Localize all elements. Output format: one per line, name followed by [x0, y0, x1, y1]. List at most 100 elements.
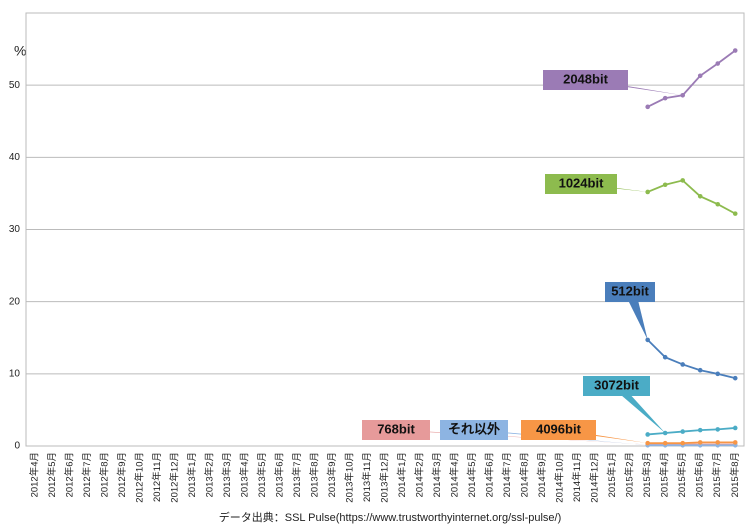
x-tick-label: 2013年10月 [343, 452, 355, 503]
legend-label: 1024bit [559, 175, 604, 190]
x-tick-label: 2013年6月 [273, 452, 285, 497]
x-tick-label: 2014年1月 [396, 452, 408, 497]
y-tick-label: 50 [9, 80, 21, 91]
callout-box [545, 174, 617, 194]
callout-box [543, 70, 628, 90]
x-tick-label: 2015年5月 [676, 452, 688, 497]
x-tick-label: 2015年3月 [641, 452, 653, 497]
x-tick-label: 2013年11月 [361, 452, 373, 502]
callout-pointer [610, 386, 666, 434]
data-point [680, 362, 686, 367]
x-tick-label: 2013年4月 [238, 452, 250, 497]
data-point [680, 92, 686, 98]
x-tick-label: 2014年11月 [571, 452, 583, 502]
data-point [680, 440, 686, 446]
x-tick-label: 2015年1月 [606, 452, 618, 497]
callout-box [605, 282, 655, 302]
callout-pointer [468, 430, 648, 446]
callout-box [362, 420, 430, 440]
x-tick-label: 2013年7月 [291, 452, 303, 497]
legend-label: 4096bit [536, 421, 581, 436]
x-tick-label: 2013年5月 [256, 452, 268, 497]
data-point [715, 440, 721, 445]
data-point [697, 194, 703, 199]
legend-label: それ以外 [448, 421, 500, 436]
data-point [645, 432, 650, 437]
series-line [647, 427, 736, 436]
x-tick-label: 2015年2月 [624, 452, 636, 497]
callout-box [440, 420, 508, 440]
callout-pointer [579, 80, 683, 96]
data-point [697, 427, 703, 433]
legend-label: 2048bit [563, 71, 608, 86]
data-point [715, 427, 721, 432]
x-tick-label: 2015年7月 [711, 452, 723, 497]
data-point [715, 61, 721, 66]
legend-label: 768bit [377, 421, 415, 436]
x-tick-label: 2014年3月 [431, 452, 443, 497]
x-tick-label: 2013年3月 [221, 452, 233, 497]
x-tick-label: 2013年12月 [379, 452, 391, 503]
callout-box [583, 376, 650, 396]
x-tick-label: 2015年6月 [694, 452, 706, 497]
callout-pointer [575, 184, 648, 192]
y-tick-label: 30 [9, 224, 21, 235]
x-tick-label: 2014年10月 [554, 452, 566, 503]
source: データ出典：SSL Pulse(https://www.trustworthyi… [219, 510, 562, 524]
data-point [732, 425, 738, 431]
x-tick-label: 2012年12月 [168, 452, 180, 503]
data-point [662, 440, 668, 446]
y-tick-label: 0 [14, 441, 20, 452]
x-tick-label: 2014年5月 [466, 452, 478, 497]
x-tick-label: 2012年8月 [98, 452, 110, 497]
data-point [680, 429, 686, 434]
series-line [647, 49, 736, 108]
callout-pointer [624, 292, 648, 340]
x-tick-label: 2015年8月 [729, 452, 741, 497]
data-point [662, 354, 668, 360]
data-point [732, 48, 738, 53]
y-tick-label: 20 [9, 296, 21, 307]
series-line [647, 441, 736, 445]
data-point [697, 367, 703, 373]
y-tick-label: 10 [9, 368, 21, 379]
x-tick-label: 2013年9月 [326, 452, 338, 497]
data-point [732, 375, 738, 381]
x-tick-label: 2013年1月 [186, 452, 198, 497]
data-point [732, 211, 738, 216]
x-tick-label: 2012年11月 [151, 452, 163, 502]
x-tick-label: 2012年4月 [28, 452, 40, 497]
data-point [680, 178, 686, 183]
x-tick-label: 2012年9月 [116, 452, 128, 497]
x-tick-label: 2013年8月 [308, 452, 320, 497]
x-tick-label: 2014年7月 [501, 452, 513, 497]
data-point [662, 182, 668, 188]
x-tick-label: 2015年4月 [659, 452, 671, 497]
x-tick-label: 2014年8月 [519, 452, 531, 497]
series-line [647, 179, 736, 215]
x-tick-label: 2014年4月 [449, 452, 461, 497]
data-point [645, 104, 650, 110]
data-point [697, 73, 703, 79]
x-tick-label: 2012年7月 [81, 452, 93, 497]
legend-label: 3072bit [594, 377, 639, 392]
data-point [715, 371, 721, 377]
series-line [647, 339, 736, 380]
callout-box [521, 420, 596, 440]
data-point [697, 440, 703, 445]
x-tick-label: 2012年10月 [133, 452, 145, 503]
x-tick-label: 2014年6月 [484, 452, 496, 497]
data-point [715, 201, 721, 207]
legend-label: 512bit [611, 283, 649, 298]
x-tick-label: 2014年2月 [414, 452, 426, 497]
x-tick-label: 2013年2月 [203, 452, 215, 497]
y-axis-label: % [14, 43, 26, 59]
data-point [732, 440, 738, 445]
y-tick-label: 40 [9, 152, 21, 163]
data-point [645, 337, 650, 343]
x-tick-label: 2014年9月 [536, 452, 548, 497]
x-tick-label: 2014年12月 [589, 452, 601, 503]
data-point [662, 95, 668, 101]
x-tick-label: 2012年6月 [63, 452, 75, 497]
